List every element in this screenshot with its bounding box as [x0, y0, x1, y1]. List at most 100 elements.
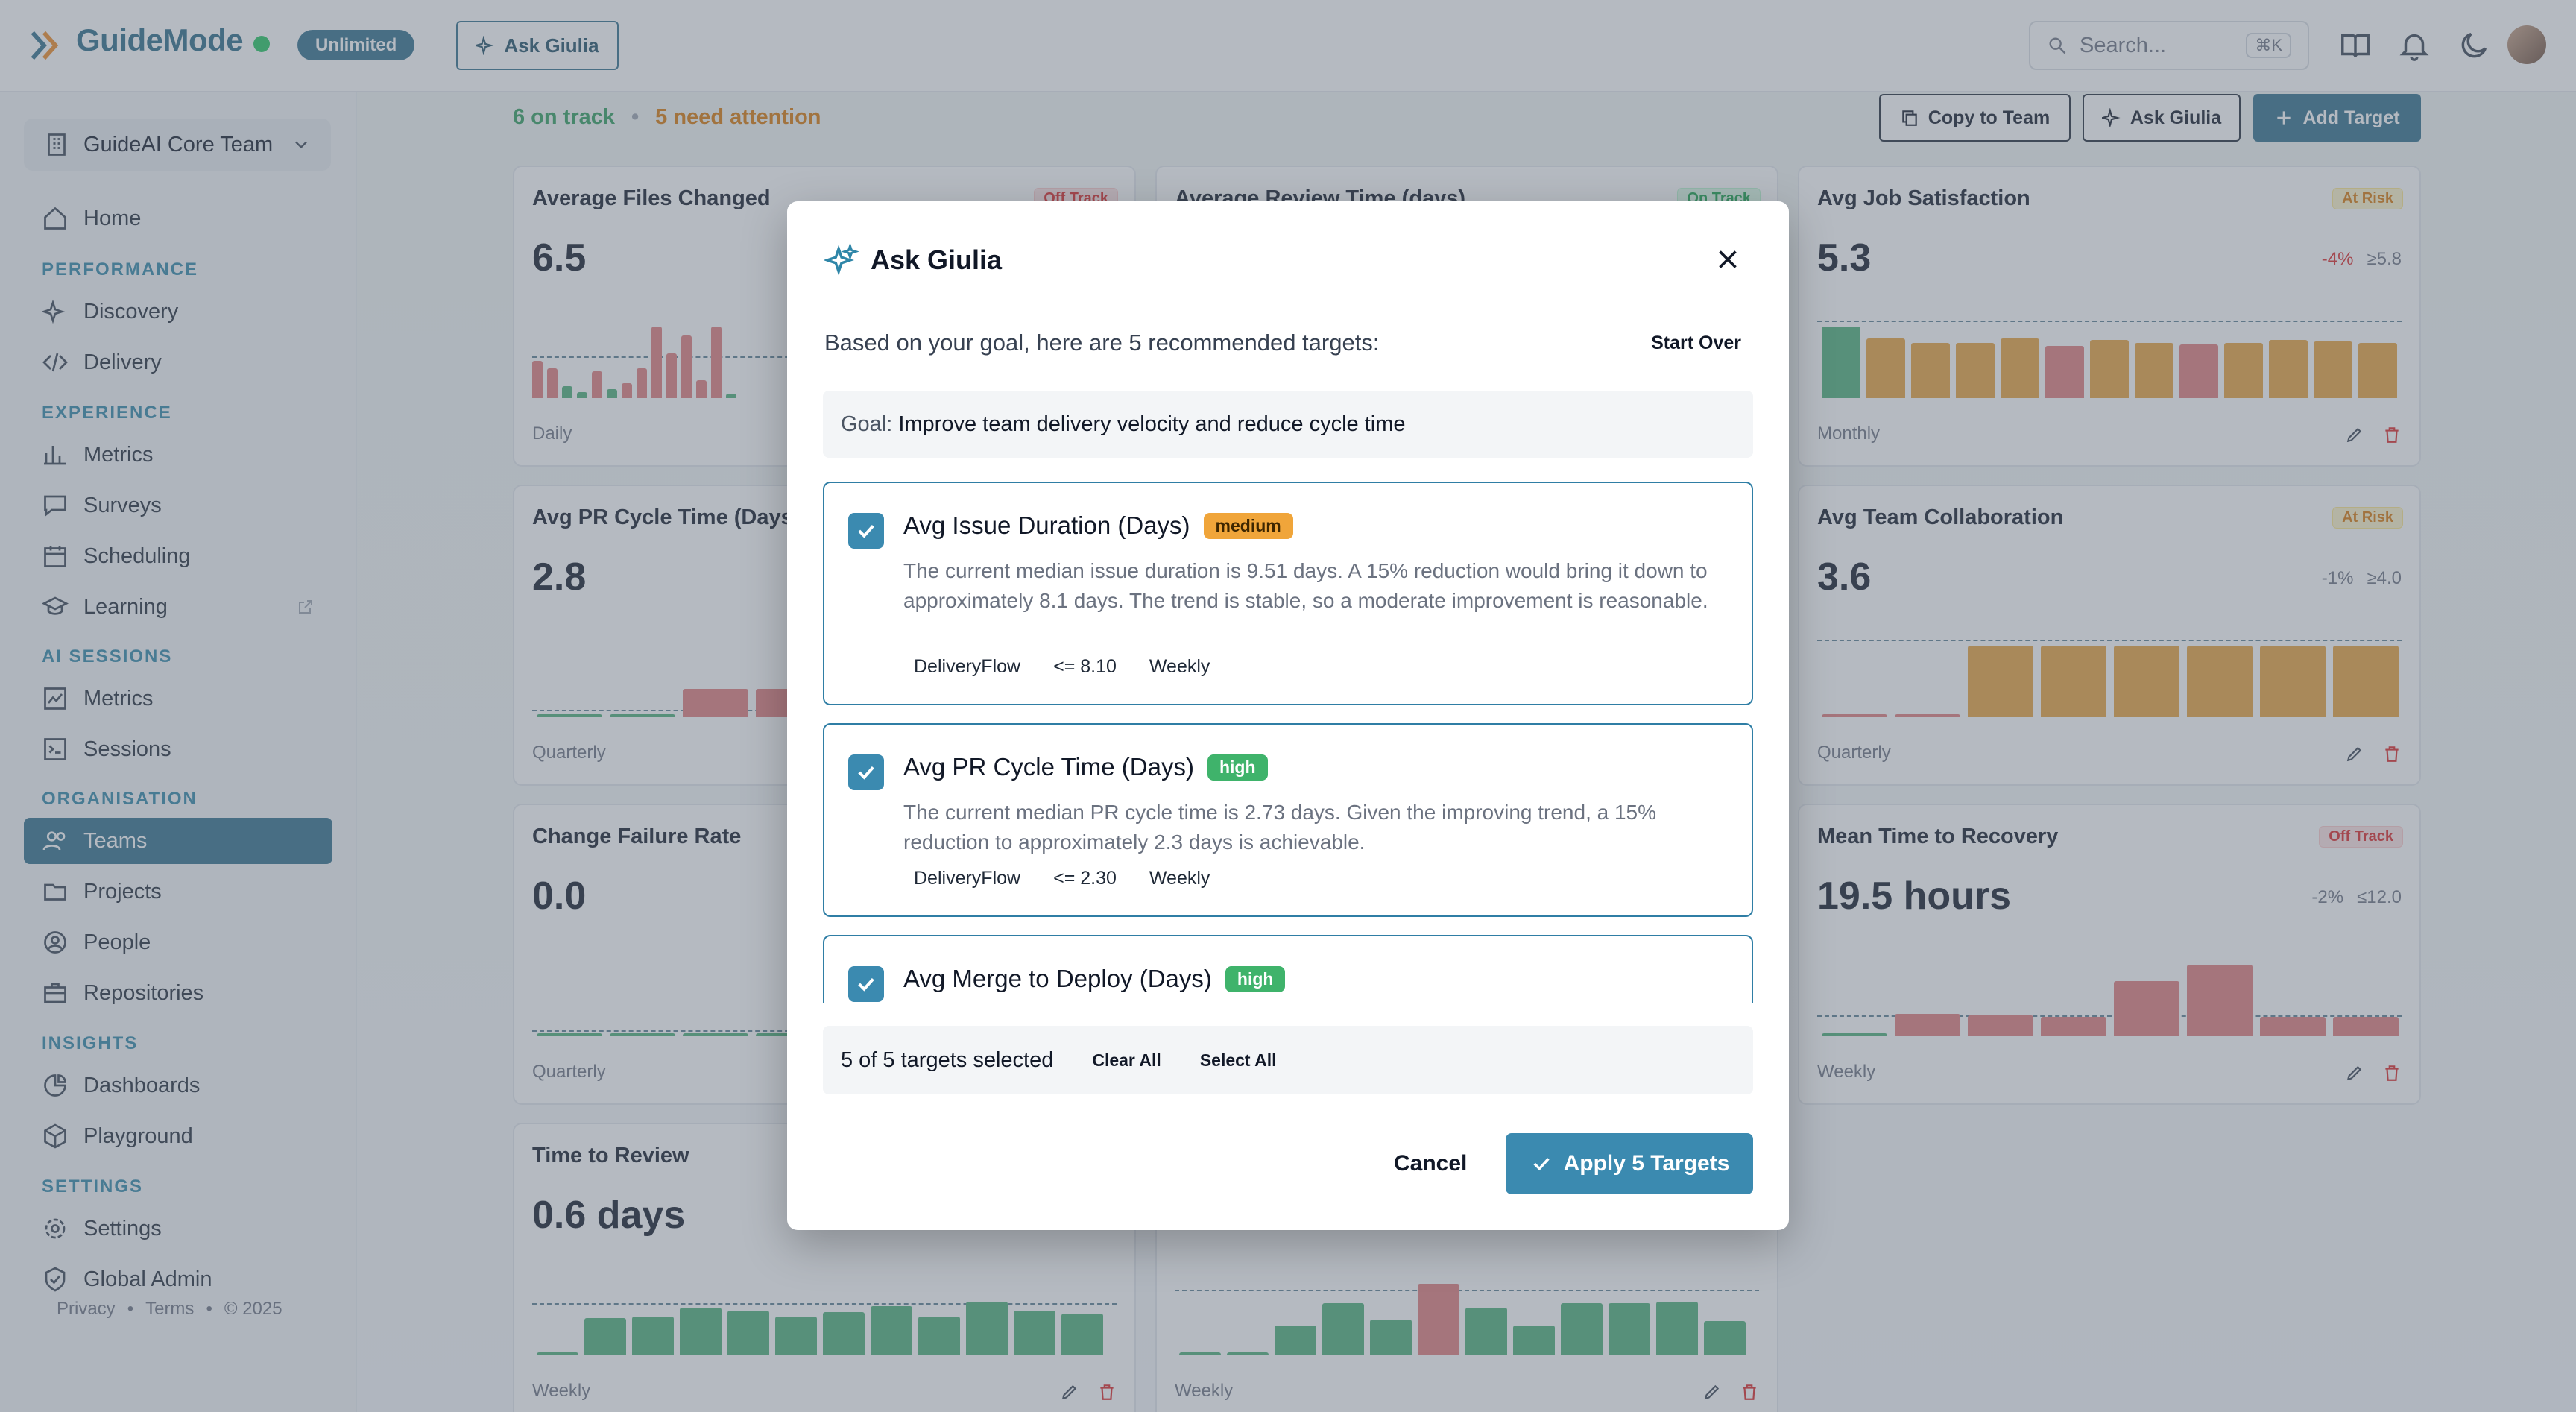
logo-chevrons-icon	[31, 31, 59, 60]
select-all-button[interactable]: Select All	[1199, 1050, 1277, 1070]
target-card[interactable]: Mean Time to Recovery Off Track 19.5 hou…	[1798, 804, 2421, 1105]
trash-icon[interactable]	[1740, 1382, 1759, 1402]
sparkline-bar	[1656, 1302, 1698, 1355]
privacy-link[interactable]: Privacy	[57, 1299, 116, 1319]
bell-icon[interactable]	[2397, 28, 2431, 63]
trash-icon[interactable]	[2382, 744, 2402, 763]
selection-count: 5 of 5 targets selected	[841, 1047, 1054, 1072]
team-selector[interactable]: GuideAI Core Team	[24, 119, 331, 171]
sparkline-bar	[2114, 981, 2179, 1036]
sidebar-item-discovery[interactable]: Discovery	[24, 289, 332, 335]
sparkline-bar	[683, 689, 748, 717]
sidebar-item-ai-metrics[interactable]: Metrics	[24, 675, 332, 722]
sidebar-item-teams[interactable]: Teams	[24, 818, 332, 864]
shield-icon	[45, 1267, 66, 1292]
sparkline-bar	[1968, 1015, 2033, 1036]
sidebar-item-repositories[interactable]: Repositories	[24, 970, 332, 1016]
ask-giulia-top-button[interactable]: Ask Giulia	[456, 21, 619, 70]
status-badge: Off Track	[2319, 826, 2403, 848]
ask-giulia-button[interactable]: Ask Giulia	[2083, 94, 2241, 142]
sparkline-bar	[1465, 1308, 1507, 1355]
copy-to-team-button[interactable]: Copy to Team	[1879, 94, 2071, 142]
dialog-title: Ask Giulia	[824, 243, 1002, 277]
sparkline-bar	[666, 353, 677, 398]
folder-icon	[44, 883, 66, 901]
sidebar-item-scheduling[interactable]: Scheduling	[24, 533, 332, 579]
sidebar-label-home: Home	[83, 206, 142, 230]
sparkline-bar	[1275, 1326, 1316, 1355]
external-link-icon	[299, 600, 312, 614]
targets-status: 6 on track • 5 need attention	[513, 105, 821, 130]
copyright: © 2025	[224, 1299, 282, 1319]
search-input[interactable]: Search... ⌘K	[2029, 21, 2309, 70]
sidebar-item-playground[interactable]: Playground	[24, 1113, 332, 1159]
trend-change: -4%	[2321, 249, 2354, 269]
edit-icon[interactable]	[2345, 1063, 2364, 1082]
trash-icon[interactable]	[2382, 425, 2402, 444]
sidebar-item-projects[interactable]: Projects	[24, 869, 332, 915]
status-badge: At Risk	[2332, 507, 2403, 529]
recommendation-checkbox[interactable]	[848, 966, 884, 1002]
edit-icon[interactable]	[2345, 425, 2364, 444]
brand-name[interactable]: GuideMode	[76, 22, 244, 57]
edit-icon[interactable]	[1060, 1382, 1079, 1402]
trend-target: ≥5.8	[2367, 249, 2402, 269]
start-over-button[interactable]: Start Over	[1651, 332, 1741, 353]
card-title: Avg Team Collaboration	[1817, 505, 2064, 529]
sparkline-bar	[622, 383, 632, 398]
gear-icon	[45, 1218, 66, 1239]
trash-icon[interactable]	[2382, 1063, 2402, 1082]
sidebar-item-surveys[interactable]: Surveys	[24, 482, 332, 529]
bar-chart-icon	[44, 446, 66, 465]
moon-icon[interactable]	[2457, 28, 2491, 63]
edit-icon[interactable]	[1702, 1382, 1722, 1402]
sidebar-item-people[interactable]: People	[24, 919, 332, 965]
user-avatar[interactable]	[2507, 25, 2546, 64]
clear-all-button[interactable]: Clear All	[1092, 1050, 1161, 1070]
sparkline-bar	[532, 361, 543, 398]
attention-count: 5 need attention	[655, 105, 821, 129]
sparkline-bar	[592, 371, 602, 398]
users-icon	[42, 831, 66, 851]
sparkline-bar	[683, 1033, 748, 1036]
sparkline-bar	[1061, 1314, 1103, 1355]
trash-icon[interactable]	[1097, 1382, 1117, 1402]
recommendation-title-text: Avg Merge to Deploy (Days)	[903, 965, 1212, 992]
recommendation-checkbox[interactable]	[848, 513, 884, 549]
apply-targets-button[interactable]: Apply 5 Targets	[1506, 1133, 1753, 1194]
footer-separator: •	[206, 1299, 212, 1319]
sidebar-item-sessions[interactable]: Sessions	[24, 726, 332, 772]
sidebar-item-learning[interactable]: Learning	[24, 584, 332, 630]
sidebar-item-settings[interactable]: Settings	[24, 1205, 332, 1252]
sparkline-bar	[1822, 714, 1887, 717]
sidebar-item-home[interactable]: Home	[24, 195, 332, 242]
card-period: Weekly	[1817, 1062, 1876, 1082]
sparkles-icon	[476, 36, 494, 55]
close-icon[interactable]	[1714, 246, 1741, 273]
recommendation-card[interactable]: Avg PR Cycle Time (Days) high The curren…	[823, 723, 1753, 917]
book-icon[interactable]	[2338, 28, 2373, 63]
sidebar-item-metrics[interactable]: Metrics	[24, 432, 332, 478]
sparkles-icon	[2101, 108, 2121, 127]
sparkline-bar	[632, 1317, 674, 1355]
recommendation-card[interactable]: Avg Issue Duration (Days) medium The cur…	[823, 482, 1753, 705]
sparkline-bar	[1418, 1284, 1459, 1355]
target-line	[1175, 1290, 1759, 1291]
sidebar-item-delivery[interactable]: Delivery	[24, 339, 332, 385]
add-target-button[interactable]: Add Target	[2253, 94, 2421, 142]
sparkline-bar	[537, 1033, 602, 1036]
recommendation-card[interactable]: Avg Merge to Deploy (Days) high	[823, 935, 1753, 1003]
target-card[interactable]: Avg Team Collaboration At Risk 3.6 -1% ≥…	[1798, 485, 2421, 786]
status-separator: •	[631, 105, 640, 129]
card-period: Quarterly	[532, 743, 606, 763]
sidebar-item-global-admin[interactable]: Global Admin	[24, 1256, 332, 1302]
edit-icon[interactable]	[2345, 744, 2364, 763]
recommendation-list[interactable]: Avg Issue Duration (Days) medium The cur…	[823, 482, 1753, 1003]
sidebar-item-dashboards[interactable]: Dashboards	[24, 1062, 332, 1109]
recommendation-checkbox[interactable]	[848, 754, 884, 790]
target-card[interactable]: Avg Job Satisfaction At Risk 5.3 -4% ≥5.…	[1798, 166, 2421, 467]
terms-link[interactable]: Terms	[145, 1299, 195, 1319]
cancel-button[interactable]: Cancel	[1394, 1151, 1468, 1176]
cadence-chip: Weekly	[1149, 656, 1210, 677]
sparkline-bar	[1179, 1352, 1221, 1355]
